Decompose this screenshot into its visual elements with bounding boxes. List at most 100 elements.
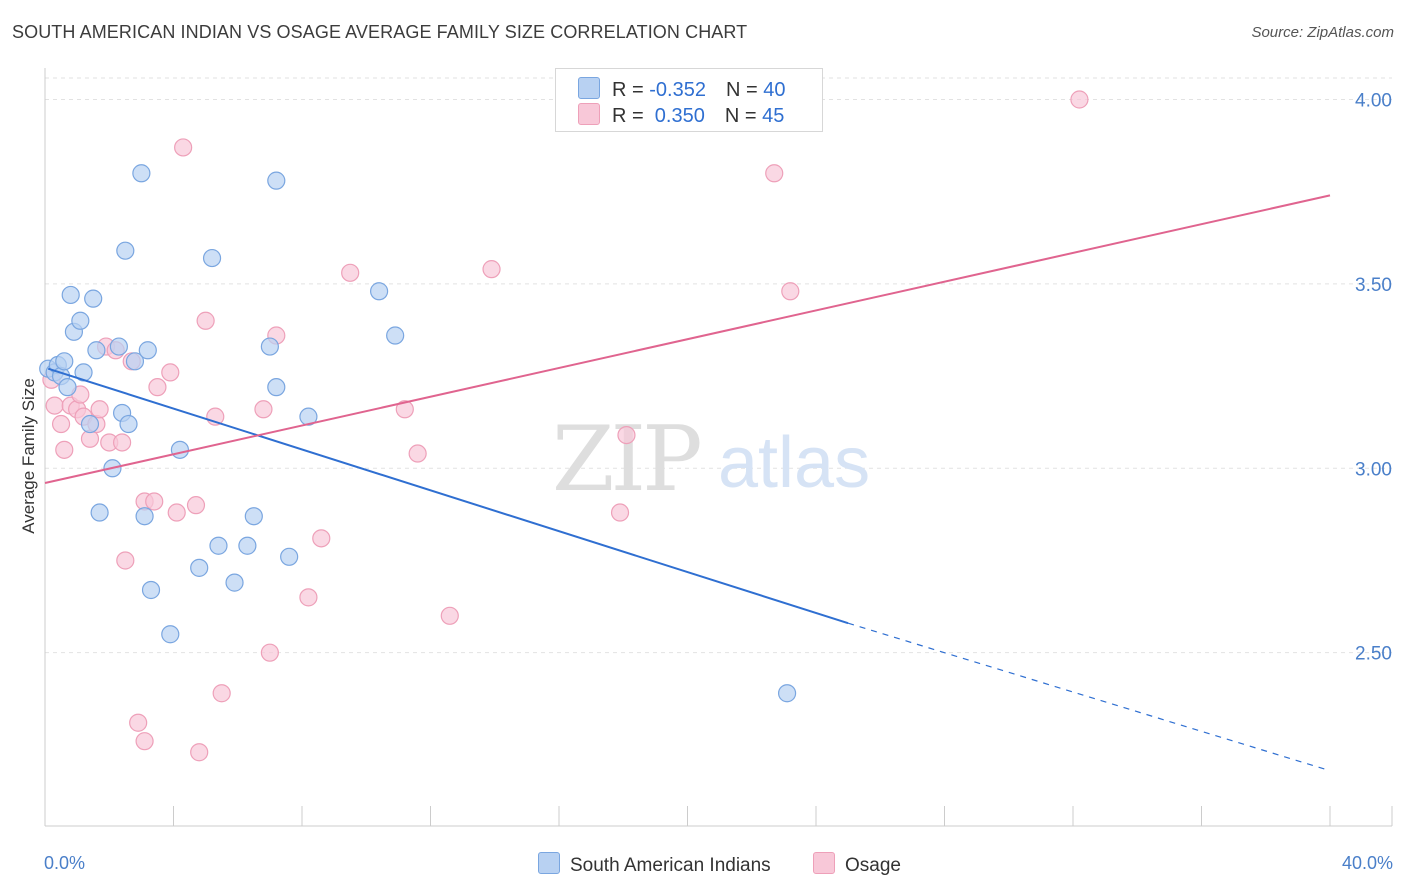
correlation-legend: R = -0.352 N = 40 R = 0.350 N = 45 bbox=[555, 68, 823, 132]
source-label: Source: ZipAtlas.com bbox=[1251, 24, 1394, 41]
pink-point bbox=[765, 164, 784, 183]
pink-point bbox=[440, 606, 459, 625]
pink-point bbox=[341, 263, 360, 282]
axes: 2.50 3.00 3.50 4.00 0.0% 40.0% bbox=[44, 68, 1393, 873]
blue-trend-extension bbox=[847, 622, 1331, 772]
pink-point bbox=[408, 444, 427, 463]
y-tick-label: 3.50 bbox=[1355, 275, 1392, 296]
legend-n-label: N = bbox=[725, 79, 764, 101]
blue-point bbox=[209, 536, 228, 555]
blue-point bbox=[202, 248, 222, 268]
blue-point bbox=[190, 558, 209, 577]
gridlines bbox=[45, 77, 1392, 654]
blue-point bbox=[87, 341, 106, 360]
blue-point bbox=[370, 282, 389, 301]
series-swatch-blue bbox=[538, 852, 560, 874]
pink-point bbox=[482, 260, 501, 279]
blue-point bbox=[777, 684, 797, 703]
blue-point bbox=[90, 503, 109, 522]
blue-point bbox=[125, 352, 145, 371]
pink-point bbox=[129, 713, 148, 732]
watermark-zip: ZIP bbox=[552, 407, 700, 512]
pink-point bbox=[45, 396, 64, 415]
pink-point bbox=[254, 400, 273, 419]
pink-point bbox=[135, 732, 154, 751]
pink-point bbox=[260, 643, 279, 662]
legend-row-pink: R = 0.350 N = 45 bbox=[578, 103, 784, 129]
blue-point bbox=[386, 326, 405, 345]
pink-point bbox=[55, 440, 74, 459]
blue-point bbox=[58, 378, 77, 397]
series-swatch-pink bbox=[813, 852, 835, 874]
blue-point bbox=[267, 378, 286, 397]
legend-swatch-blue bbox=[578, 77, 600, 99]
blue-point bbox=[119, 414, 138, 434]
series-name: Osage bbox=[845, 855, 901, 876]
pink-point bbox=[167, 503, 186, 522]
legend-n-label: N = bbox=[724, 105, 763, 127]
blue-point bbox=[267, 171, 286, 190]
pink-point bbox=[186, 496, 206, 515]
pink-point bbox=[174, 138, 193, 157]
blue-point bbox=[84, 289, 103, 308]
watermark-atlas: atlas bbox=[718, 423, 870, 503]
blue-point bbox=[141, 580, 161, 600]
pink-point bbox=[1070, 90, 1089, 109]
legend-r-label: R = bbox=[612, 79, 650, 101]
series-name: South American Indians bbox=[570, 855, 771, 876]
pink-point bbox=[610, 503, 630, 522]
watermark: ZIP atlas bbox=[552, 407, 870, 512]
pink-point bbox=[196, 311, 215, 330]
pink-point bbox=[112, 433, 132, 452]
y-axis-label: Average Family Size bbox=[19, 378, 38, 534]
blue-point bbox=[109, 337, 128, 356]
x-tick-label: 40.0% bbox=[1342, 853, 1393, 873]
blue-point bbox=[170, 440, 190, 459]
series-legend-south-american-indians: South American Indians bbox=[538, 852, 771, 877]
blue-point bbox=[225, 573, 244, 592]
legend-row-blue: R = -0.352 N = 40 bbox=[578, 77, 785, 103]
blue-point bbox=[280, 547, 299, 566]
legend-n-value: 45 bbox=[762, 105, 785, 127]
blue-point bbox=[244, 507, 263, 526]
pink-point bbox=[161, 363, 180, 382]
blue-point bbox=[71, 311, 90, 330]
pink-point bbox=[212, 684, 231, 703]
pink-point bbox=[299, 588, 318, 607]
pink-point bbox=[781, 282, 800, 301]
pink-point bbox=[116, 551, 135, 570]
chart-title: SOUTH AMERICAN INDIAN VS OSAGE AVERAGE F… bbox=[12, 22, 748, 42]
x-tick-label: 0.0% bbox=[44, 853, 85, 873]
blue-trend-line bbox=[47, 367, 849, 625]
blue-point bbox=[161, 625, 180, 644]
legend-r-value: 0.350 bbox=[649, 105, 705, 127]
pink-point bbox=[145, 492, 164, 511]
blue-point bbox=[80, 414, 100, 434]
blue-point bbox=[132, 164, 151, 183]
data-points bbox=[39, 90, 1089, 762]
series-legend-osage: Osage bbox=[813, 852, 901, 877]
blue-point bbox=[260, 337, 279, 356]
blue-point bbox=[299, 407, 318, 426]
pink-trend-line bbox=[44, 194, 1331, 485]
y-tick-label: 2.50 bbox=[1355, 644, 1392, 665]
pink-point bbox=[190, 743, 209, 762]
legend-n-value: 40 bbox=[763, 79, 786, 101]
blue-point bbox=[116, 241, 135, 260]
blue-point bbox=[138, 341, 157, 360]
blue-point bbox=[55, 352, 74, 371]
blue-point bbox=[61, 285, 80, 305]
blue-point bbox=[135, 507, 154, 526]
y-tick-label: 3.00 bbox=[1355, 459, 1392, 480]
blue-point bbox=[238, 536, 257, 555]
pink-point bbox=[148, 378, 167, 397]
pink-point bbox=[395, 400, 414, 419]
pink-point bbox=[90, 400, 109, 419]
pink-point bbox=[617, 425, 636, 445]
y-tick-label: 4.00 bbox=[1355, 91, 1392, 112]
legend-r-value: -0.352 bbox=[649, 79, 706, 101]
pink-point bbox=[312, 529, 331, 548]
legend-swatch-pink bbox=[578, 103, 600, 125]
legend-r-label: R = bbox=[612, 105, 650, 127]
